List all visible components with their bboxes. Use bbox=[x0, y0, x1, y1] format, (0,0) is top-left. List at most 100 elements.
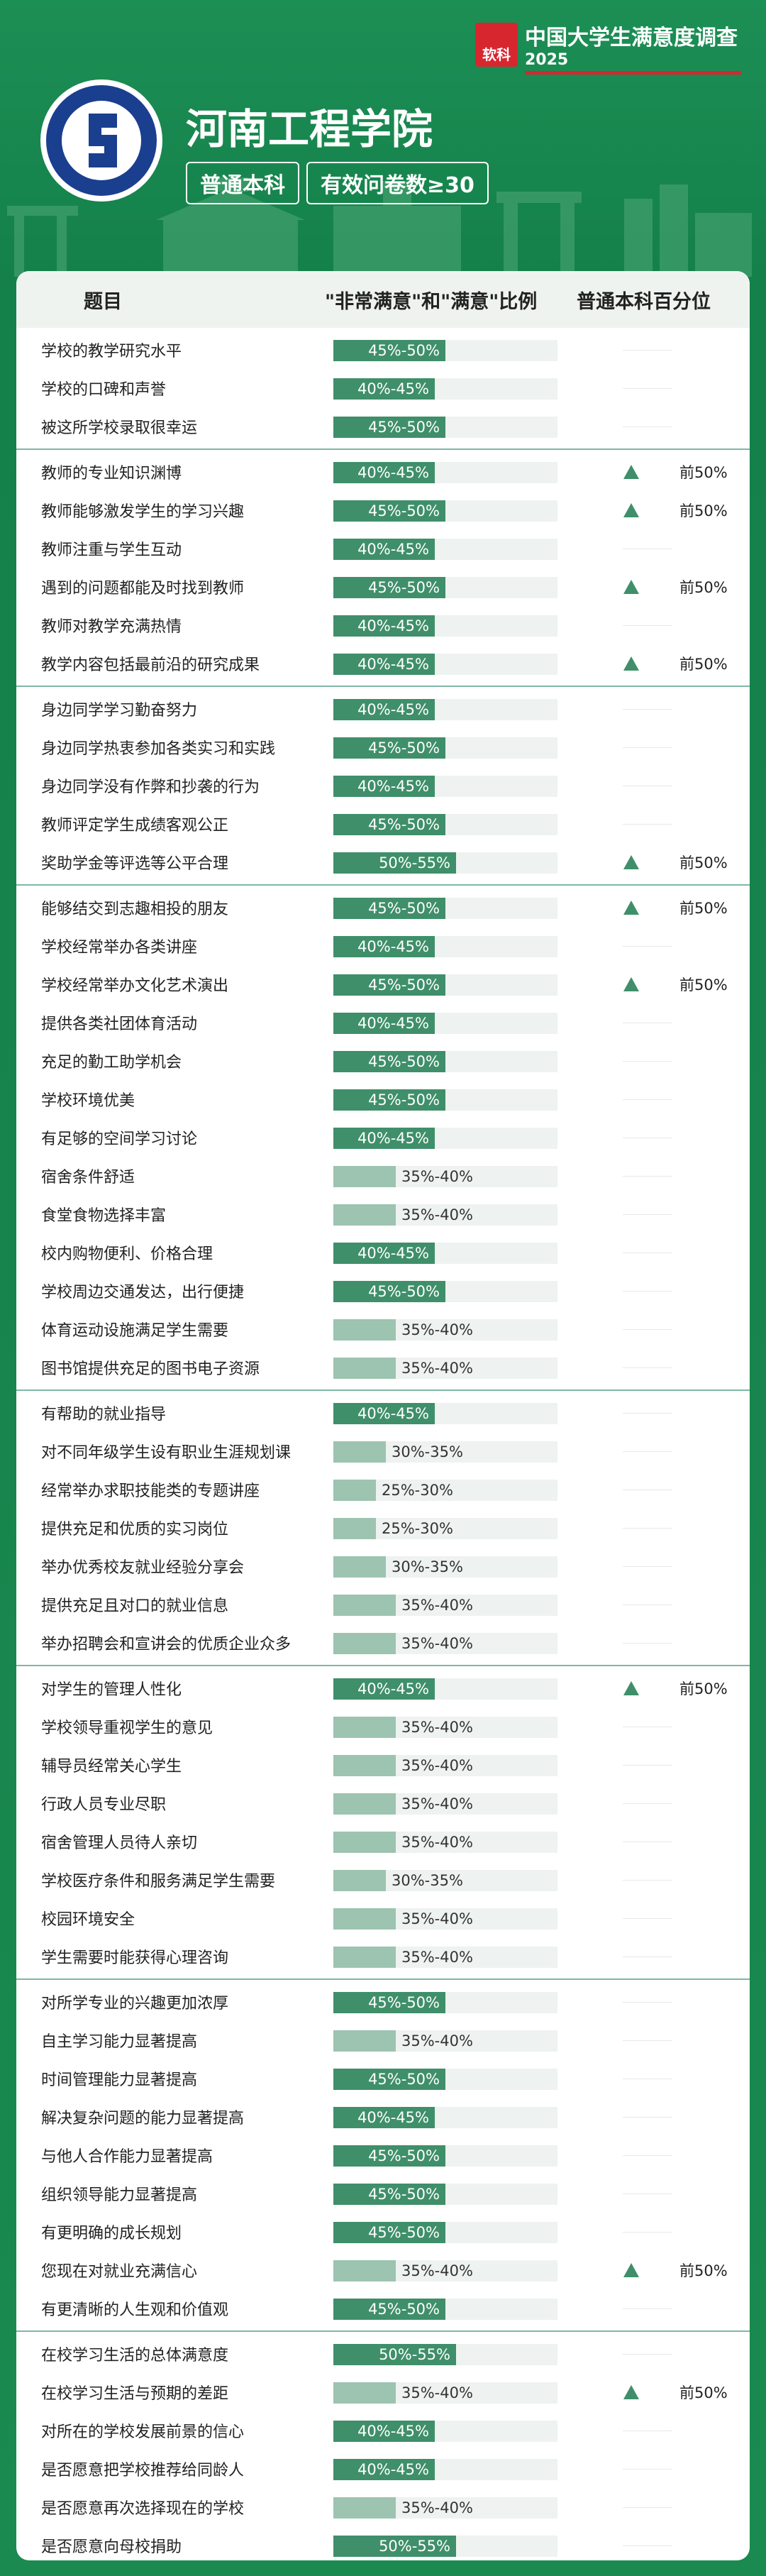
table-row: 学校医疗条件和服务满足学生需要 30%-35% bbox=[16, 1861, 750, 1899]
table-row: 对所在的学校发展前景的信心 40%-45% bbox=[16, 2411, 750, 2450]
item-label: 自主学习能力显著提高 bbox=[41, 2033, 198, 2051]
item-label: 有更明确的成长规划 bbox=[41, 2225, 182, 2242]
item-label: 有足够的空间学习讨论 bbox=[41, 1130, 198, 1148]
percentile-marker bbox=[623, 2385, 639, 2399]
ratio-bar bbox=[333, 2344, 456, 2365]
ratio-label: 40%-45% bbox=[357, 380, 429, 397]
ratio-bar bbox=[333, 1518, 376, 1539]
brand-underline bbox=[525, 71, 741, 75]
table-row: 举办优秀校友就业经验分享会 30%-35% bbox=[16, 1547, 750, 1585]
ratio-bar bbox=[333, 1281, 445, 1302]
item-label: 在校学习生活与预期的差距 bbox=[41, 2385, 229, 2403]
table-row: 体育运动设施满足学生需要 35%-40% bbox=[16, 1310, 750, 1348]
ratio-label: 35%-40% bbox=[401, 2384, 473, 2401]
ratio-bar bbox=[333, 1013, 435, 1034]
empty-percentile bbox=[623, 1956, 672, 1957]
table-row: 充足的勤工助学机会 45%-50% bbox=[16, 1042, 750, 1080]
empty-percentile bbox=[623, 2507, 672, 2508]
survey-name: 中国大学生满意度调查 bbox=[525, 26, 738, 50]
ratio-label: 45%-50% bbox=[368, 1283, 440, 1300]
skyline bbox=[7, 177, 752, 277]
percentile-label: 前50% bbox=[679, 976, 728, 993]
tag: 有效问卷数≥30 bbox=[306, 162, 489, 204]
item-label: 有更清晰的人生观和价值观 bbox=[41, 2301, 229, 2319]
empty-percentile bbox=[623, 1291, 672, 1292]
table-row: 有足够的空间学习讨论 40%-45% bbox=[16, 1118, 750, 1157]
table-row: 学校经常举办各类讲座 40%-45% bbox=[16, 927, 750, 965]
ratio-bar bbox=[333, 1051, 445, 1072]
item-label: 举办招聘会和宣讲会的优质企业众多 bbox=[41, 1636, 292, 1653]
ratio-bar bbox=[333, 1358, 396, 1379]
ratio-bar bbox=[333, 737, 445, 759]
empty-percentile bbox=[623, 824, 672, 825]
table-row: 校园环境安全 35%-40% bbox=[16, 1899, 750, 1937]
table-row: 是否愿意向母校捐助 50%-55% bbox=[16, 2526, 750, 2560]
ratio-bar bbox=[333, 974, 445, 996]
ratio-bar bbox=[333, 1793, 396, 1815]
item-label: 教学内容包括最前沿的研究成果 bbox=[41, 656, 260, 674]
ratio-bar bbox=[333, 2299, 445, 2320]
table-row: 组织领导能力显著提高 45%-50% bbox=[16, 2174, 750, 2213]
item-label: 在校学习生活的总体满意度 bbox=[41, 2347, 229, 2365]
row-group: 教师的专业知识渊博 40%-45% 前50% 教师能够激发学生的学习兴趣 45%-50%… bbox=[16, 450, 750, 687]
table-row: 教师能够激发学生的学习兴趣 45%-50% 前50% bbox=[16, 491, 750, 529]
percentile-label: 前50% bbox=[679, 2384, 728, 2401]
item-label: 奖助学金等评选等公平合理 bbox=[41, 855, 229, 873]
table-row: 食堂食物选择丰富 35%-40% bbox=[16, 1195, 750, 1233]
ratio-bar bbox=[333, 1128, 435, 1149]
empty-percentile bbox=[623, 2232, 672, 2233]
table-row: 学校的教学研究水平 45%-50% bbox=[16, 331, 750, 369]
table-row: 在校学习生活的总体满意度 50%-55% bbox=[16, 2335, 750, 2373]
ratio-bar bbox=[333, 2536, 456, 2557]
ratio-label: 35%-40% bbox=[401, 2262, 473, 2279]
ratio-label: 45%-50% bbox=[368, 502, 440, 519]
ratio-label: 40%-45% bbox=[357, 701, 429, 718]
table-row: 对不同年级学生设有职业生涯规划课 30%-35% bbox=[16, 1432, 750, 1470]
item-label: 图书馆提供充足的图书电子资源 bbox=[41, 1360, 260, 1378]
item-label: 宿舍管理人员待人亲切 bbox=[41, 1834, 198, 1852]
item-label: 校园环境安全 bbox=[41, 1911, 135, 1929]
ratio-bar bbox=[333, 2497, 396, 2519]
ratio-label: 40%-45% bbox=[357, 1015, 429, 1032]
item-label: 是否愿意向母校捐助 bbox=[41, 2538, 182, 2556]
table-row: 校内购物便利、价格合理 40%-45% bbox=[16, 1233, 750, 1272]
ratio-bar bbox=[333, 898, 445, 919]
ratio-bar bbox=[333, 2069, 445, 2090]
table-row: 学校的口碑和声誉 40%-45% bbox=[16, 369, 750, 407]
ratio-bar bbox=[333, 1556, 386, 1578]
empty-percentile bbox=[623, 1880, 672, 1881]
item-label: 学校经常举办各类讲座 bbox=[41, 939, 198, 957]
empty-percentile bbox=[623, 350, 672, 351]
ratio-label: 45%-50% bbox=[368, 342, 440, 359]
percentile-marker bbox=[623, 977, 639, 991]
table-card: 题目 "非常满意"和"满意"比例 普通本科百分位 学校的教学研究水平 45%-50… bbox=[16, 271, 750, 2560]
ratio-label: 40%-45% bbox=[357, 2461, 429, 2478]
ratio-label: 50%-55% bbox=[379, 2538, 450, 2555]
empty-percentile bbox=[623, 1367, 672, 1368]
item-label: 遇到的问题都能及时找到教师 bbox=[41, 580, 245, 598]
item-label: 学校的教学研究水平 bbox=[41, 343, 182, 360]
table-row: 有更明确的成长规划 45%-50% bbox=[16, 2213, 750, 2251]
item-label: 食堂食物选择丰富 bbox=[41, 1207, 167, 1225]
table-header: 题目 "非常满意"和"满意"比例 普通本科百分位 bbox=[16, 271, 750, 328]
ratio-bar bbox=[333, 1480, 376, 1501]
ratio-bar bbox=[333, 1870, 386, 1891]
table-row: 学校经常举办文化艺术演出 45%-50% 前50% bbox=[16, 965, 750, 1003]
ratio-label: 40%-45% bbox=[357, 464, 429, 481]
empty-percentile bbox=[623, 2354, 672, 2355]
table-row: 自主学习能力显著提高 35%-40% bbox=[16, 2021, 750, 2059]
item-label: 教师能够激发学生的学习兴趣 bbox=[41, 503, 245, 521]
item-label: 您现在对就业充满信心 bbox=[41, 2263, 198, 2281]
ratio-bar bbox=[333, 2184, 445, 2205]
ratio-label: 40%-45% bbox=[357, 541, 429, 558]
table-row: 遇到的问题都能及时找到教师 45%-50% 前50% bbox=[16, 568, 750, 606]
table-row: 时间管理能力显著提高 45%-50% bbox=[16, 2059, 750, 2098]
ratio-label: 45%-50% bbox=[368, 1091, 440, 1108]
item-label: 提供充足且对口的就业信息 bbox=[41, 1597, 229, 1615]
percentile-label: 前50% bbox=[679, 2262, 728, 2279]
item-label: 教师评定学生成绩客观公正 bbox=[41, 817, 229, 835]
table-row: 辅导员经常关心学生 35%-40% bbox=[16, 1746, 750, 1784]
ratio-bar bbox=[333, 1595, 396, 1616]
ratio-label: 25%-30% bbox=[382, 1520, 453, 1537]
item-label: 身边同学热衷参加各类实习和实践 bbox=[41, 740, 276, 758]
